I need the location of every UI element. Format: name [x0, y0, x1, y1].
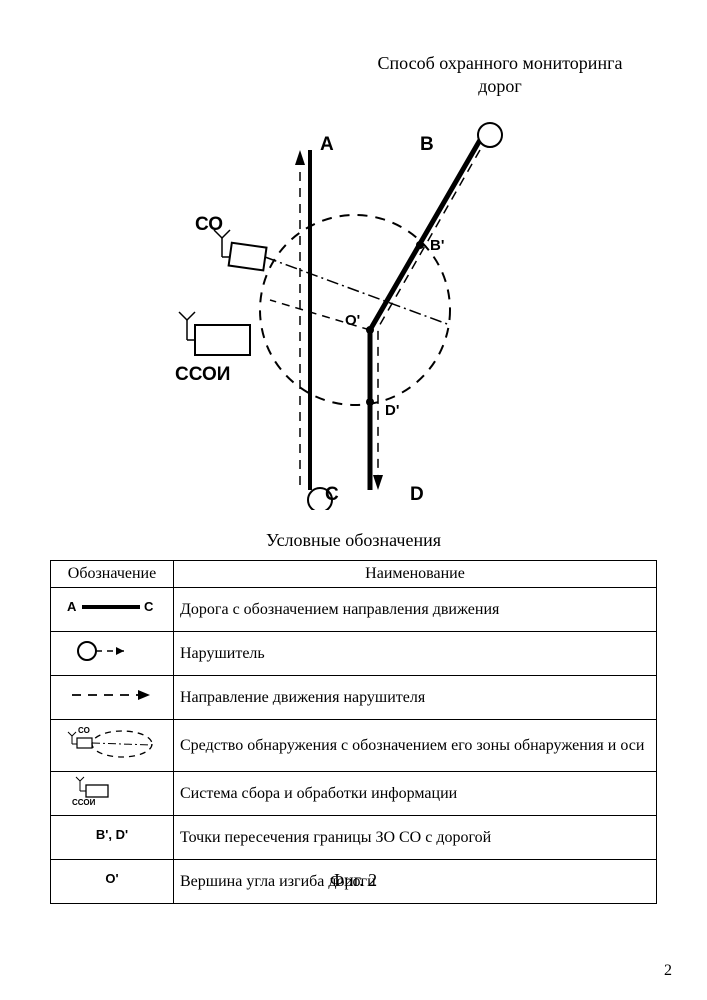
- table-row: B', D' Точки пересечения границы ЗО СО с …: [51, 816, 657, 860]
- desc-cell: Направление движения нарушителя: [174, 676, 657, 720]
- symbol-cell: B', D': [51, 816, 174, 860]
- desc-cell: Система сбора и обработки информации: [174, 772, 657, 816]
- page: Способ охранного мониторинга дорог: [0, 0, 707, 1000]
- intruder-symbol-icon: [62, 636, 162, 666]
- figure-caption: Фиг. 2: [0, 870, 707, 891]
- svg-text:C: C: [144, 599, 154, 614]
- label-b: B: [420, 134, 434, 155]
- arrowhead-up-icon: [295, 150, 305, 165]
- table-row: Направление движения нарушителя: [51, 676, 657, 720]
- label-co: СО: [195, 214, 223, 235]
- co-device-icon: [214, 230, 266, 270]
- diagram: СО ССОИ A B C D B' D' O': [100, 110, 600, 510]
- header-symbol: Обозначение: [51, 561, 174, 588]
- symbol-cell: [51, 632, 174, 676]
- svg-text:ССОИ: ССОИ: [72, 798, 96, 806]
- text-symbol: B', D': [62, 820, 162, 850]
- point-op: [366, 326, 374, 334]
- title-line1: Способ охранного мониторинга: [378, 53, 623, 73]
- table-row: ACДорога с обозначением направления движ…: [51, 588, 657, 632]
- label-bp: B': [430, 237, 444, 254]
- co-symbol-icon: СО: [62, 724, 162, 762]
- label-c: C: [325, 484, 339, 505]
- point-bp: [416, 241, 424, 249]
- intruder-path-bd: [378, 150, 480, 480]
- symbol-cell: СО: [51, 720, 174, 772]
- label-a: A: [320, 134, 334, 155]
- symbol-cell: ССОИ: [51, 772, 174, 816]
- header-desc: Наименование: [174, 561, 657, 588]
- label-ssoi: ССОИ: [175, 364, 230, 385]
- table-header-row: Обозначение Наименование: [51, 561, 657, 588]
- legend-tbody: ACДорога с обозначением направления движ…: [51, 588, 657, 904]
- svg-text:B', D': B', D': [96, 827, 128, 842]
- legend-table: Обозначение Наименование ACДорога с обоз…: [50, 560, 657, 904]
- title-line2: дорог: [478, 76, 522, 96]
- label-d: D: [410, 484, 424, 505]
- desc-cell: Точки пересечения границы ЗО СО с дорого…: [174, 816, 657, 860]
- legend-title: Условные обозначения: [0, 530, 707, 551]
- desc-cell: Средство обнаружения с обозначением его …: [174, 720, 657, 772]
- desc-cell: Нарушитель: [174, 632, 657, 676]
- arrowhead-down-icon: [373, 475, 383, 490]
- intruder-top-icon: [478, 123, 502, 147]
- ssoi-device-icon: [179, 312, 250, 355]
- table-row: СО Средство обнаружения с обозначением ег…: [51, 720, 657, 772]
- symbol-cell: AC: [51, 588, 174, 632]
- point-dp: [366, 398, 374, 406]
- page-title: Способ охранного мониторинга дорог: [350, 52, 650, 97]
- ssoi-symbol-icon: ССОИ: [62, 776, 162, 806]
- page-number: 2: [664, 962, 672, 980]
- dash-arrow-symbol-icon: [62, 680, 162, 710]
- symbol-cell: [51, 676, 174, 720]
- label-dp: D': [385, 402, 399, 419]
- road-ob: [370, 140, 480, 330]
- svg-text:A: A: [67, 599, 77, 614]
- label-op: O': [345, 312, 360, 329]
- table-row: ССОИ Система сбора и обработки информации: [51, 772, 657, 816]
- road-symbol-icon: AC: [62, 592, 162, 622]
- table-row: Нарушитель: [51, 632, 657, 676]
- svg-text:СО: СО: [78, 726, 90, 735]
- desc-cell: Дорога с обозначением направления движен…: [174, 588, 657, 632]
